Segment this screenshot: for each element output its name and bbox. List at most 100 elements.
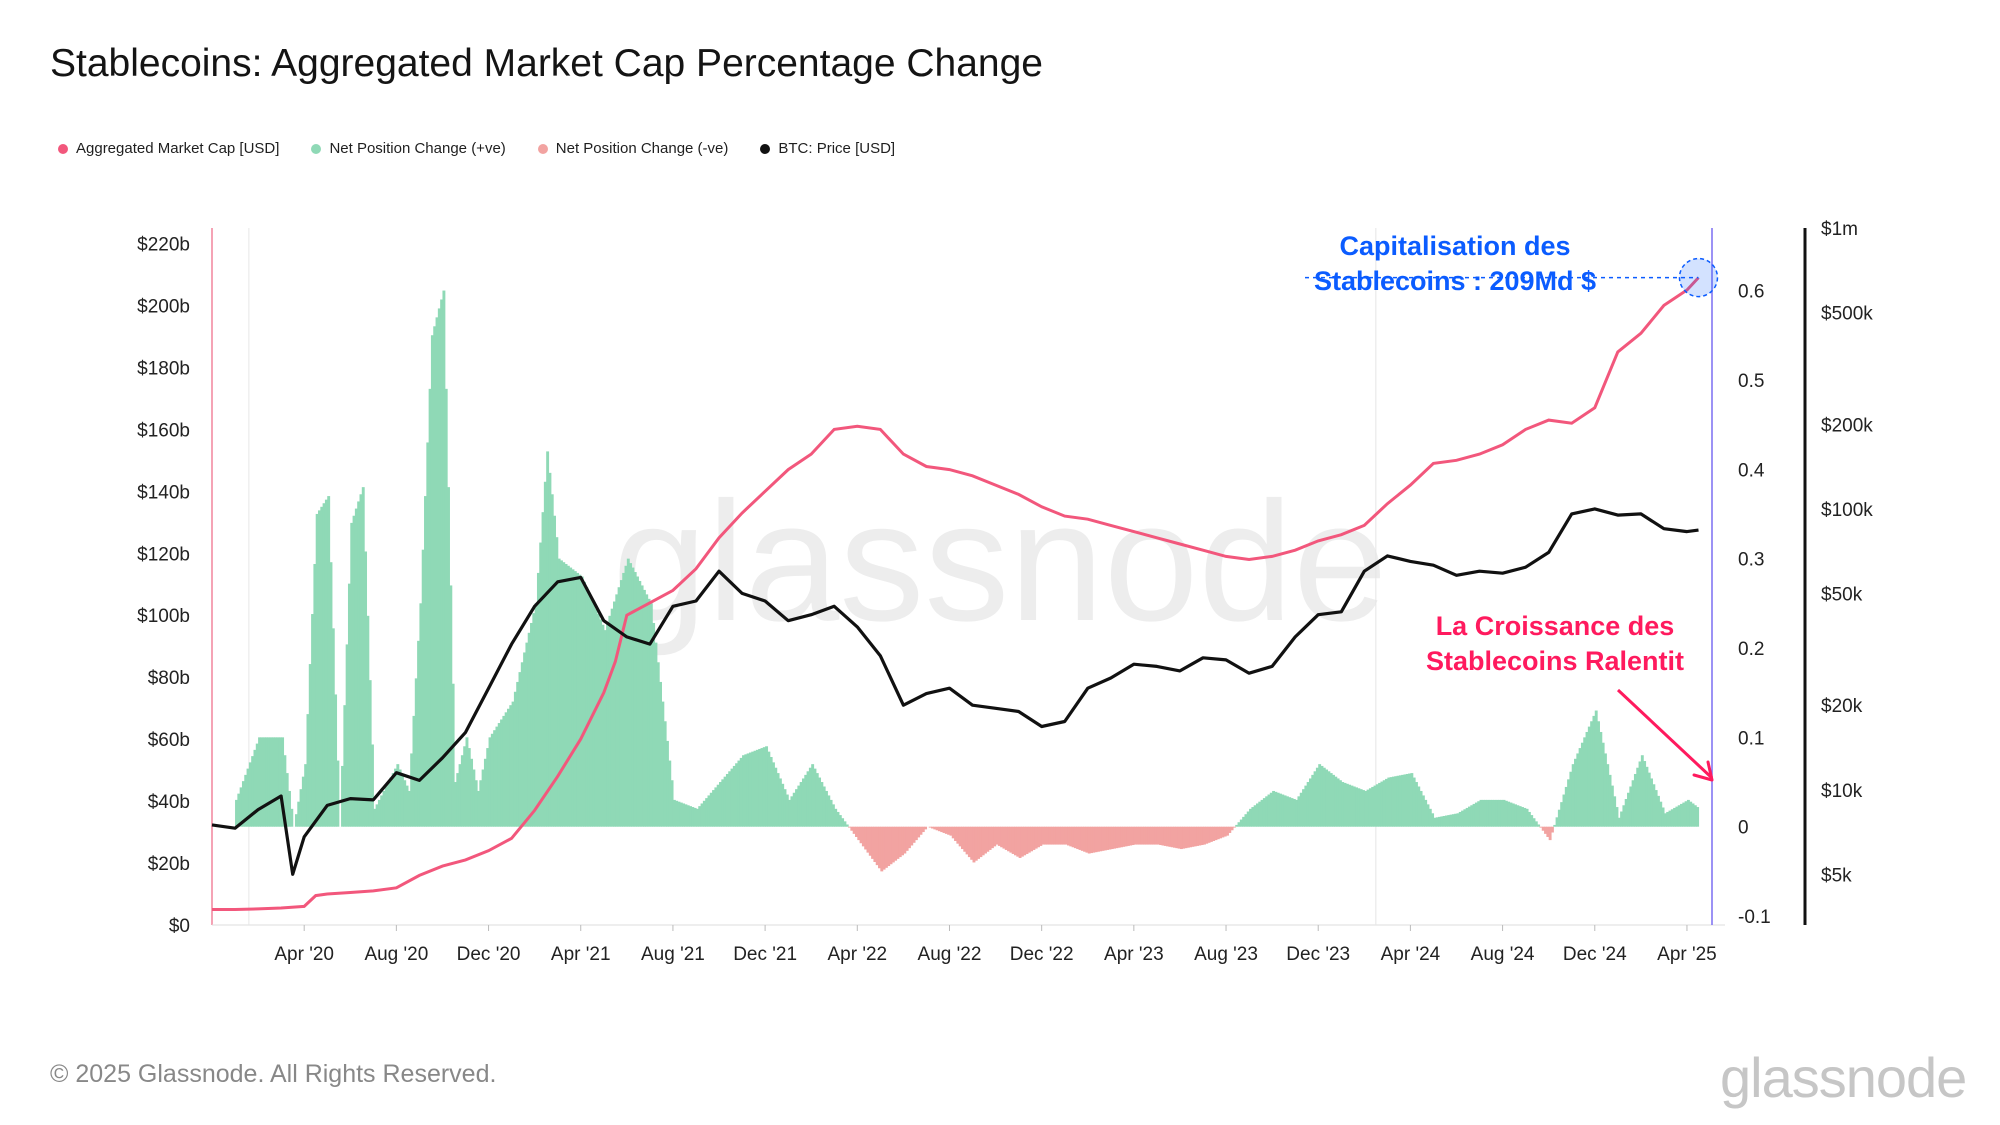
net-position-bar-positive <box>1267 794 1271 827</box>
net-position-bar-positive <box>532 613 536 827</box>
net-position-bar-positive <box>774 767 778 827</box>
net-position-bar-positive <box>566 565 570 827</box>
net-position-bar-positive <box>1608 774 1612 827</box>
net-position-bar-positive <box>679 802 683 827</box>
net-position-bar-negative <box>859 826 863 844</box>
net-position-bar-positive <box>400 774 404 827</box>
net-position-bar-negative <box>1106 826 1110 850</box>
net-position-bar-positive <box>1398 775 1402 827</box>
net-position-bar-positive <box>1440 816 1444 827</box>
net-position-bar-positive <box>435 317 439 827</box>
net-position-bar-positive <box>686 805 690 827</box>
net-position-bar-positive <box>682 803 686 827</box>
net-position-bar-negative <box>1000 826 1004 848</box>
net-position-bar-positive <box>525 642 529 827</box>
net-position-bar-positive <box>235 799 238 827</box>
net-position-bar-positive <box>294 814 298 827</box>
net-position-bar-negative <box>1191 826 1195 847</box>
net-position-bar-positive <box>1504 800 1508 827</box>
net-position-bar-positive <box>1405 773 1409 827</box>
net-position-bar-positive <box>237 793 241 827</box>
net-position-bar-positive <box>1663 813 1667 827</box>
net-position-bar-negative <box>894 826 898 861</box>
net-position-bar-positive <box>1387 777 1391 827</box>
net-position-bar-positive <box>1269 792 1273 827</box>
net-position-bar-positive <box>834 808 838 827</box>
net-position-bar-positive <box>265 737 268 827</box>
net-position-bar-positive <box>1514 804 1518 827</box>
net-position-bar-positive <box>1283 795 1287 827</box>
net-position-bar-negative <box>1143 826 1146 845</box>
net-position-bar-positive <box>813 768 817 827</box>
chart-axes: Apr '20 Aug '20 Dec '20 Apr '21 Aug '21 Dec '… <box>137 219 1873 965</box>
net-position-bar-negative <box>924 826 928 830</box>
net-position-bar-positive <box>589 597 593 827</box>
net-position-bar-positive <box>1371 786 1375 827</box>
net-position-bar-positive <box>1320 765 1324 827</box>
net-position-bar-positive <box>1643 761 1647 827</box>
net-position-bar-positive <box>778 778 782 827</box>
legend-item-market-cap[interactable]: Aggregated Market Cap [USD] <box>58 140 279 157</box>
net-position-bar-positive <box>403 780 407 827</box>
net-position-bar-positive <box>306 714 310 827</box>
net-position-bar-negative <box>1189 826 1193 848</box>
net-position-bar-positive <box>719 782 722 827</box>
net-position-bar-negative <box>995 826 999 845</box>
net-position-bar-negative <box>1108 826 1112 850</box>
net-position-bar-positive <box>608 615 612 827</box>
net-position-bar-negative <box>1043 826 1047 845</box>
net-position-bar-positive <box>421 549 425 827</box>
net-position-bar-positive <box>1258 801 1262 827</box>
net-position-bar-positive <box>278 737 282 827</box>
net-position-bar-positive <box>1684 801 1688 827</box>
net-position-bar-negative <box>1212 826 1216 842</box>
x-tick-label: Apr '25 <box>1657 944 1717 965</box>
net-position-bar-negative <box>921 826 925 833</box>
net-position-bar-positive <box>1292 799 1296 827</box>
net-position-bar-positive <box>1553 824 1557 827</box>
net-position-bar-negative <box>965 826 969 855</box>
net-position-bar-positive <box>297 801 301 827</box>
btc-tick-label: $200k <box>1821 415 1873 436</box>
net-position-bar-positive <box>1578 748 1582 827</box>
net-position-bar-positive <box>1532 818 1536 827</box>
legend-item-positive-change[interactable]: Net Position Change (+ve) <box>311 140 506 157</box>
net-position-bar-positive <box>1348 784 1352 827</box>
net-position-bar-positive <box>666 740 669 827</box>
net-position-bar-positive <box>783 789 787 827</box>
btc-tick-label: $5k <box>1821 865 1852 886</box>
net-position-bar-positive <box>1636 767 1640 827</box>
net-position-bar-negative <box>958 826 962 847</box>
net-position-bar-negative <box>1550 826 1554 833</box>
net-position-bar-positive <box>1288 797 1292 827</box>
net-position-bar-negative <box>977 826 981 859</box>
net-position-bar-positive <box>580 576 584 827</box>
net-position-bar-negative <box>1126 826 1130 846</box>
net-position-bar-positive <box>631 567 635 827</box>
net-position-bar-positive <box>518 672 522 827</box>
net-position-bar-positive <box>417 640 421 827</box>
x-tick-label: Dec '24 <box>1563 944 1627 965</box>
net-position-bar-positive <box>493 730 497 827</box>
btc-tick-label: $100k <box>1821 500 1873 521</box>
net-position-bar-negative <box>1083 826 1087 852</box>
net-position-bar-positive <box>721 779 725 827</box>
net-position-bar-positive <box>1338 780 1342 827</box>
net-position-bar-positive <box>1401 774 1405 827</box>
legend-item-btc-price[interactable]: BTC: Price [USD] <box>760 140 895 157</box>
net-position-bar-positive <box>1620 811 1624 827</box>
net-position-bar-negative <box>1541 826 1545 831</box>
net-position-bar-positive <box>1336 778 1340 827</box>
net-position-bar-negative <box>967 826 971 858</box>
net-position-bar-positive <box>1334 776 1338 827</box>
net-position-bar-positive <box>785 794 789 827</box>
net-position-bar-negative <box>898 826 902 858</box>
net-position-bar-negative <box>1020 826 1024 857</box>
net-position-bar-positive <box>723 776 727 827</box>
net-position-bar-positive <box>1525 808 1529 827</box>
net-position-bar-positive <box>1507 801 1511 827</box>
legend-item-negative-change[interactable]: Net Position Change (-ve) <box>537 140 728 157</box>
net-position-bar-positive <box>543 481 547 827</box>
net-position-bar-positive <box>661 701 665 827</box>
net-position-bar-positive <box>396 764 400 827</box>
